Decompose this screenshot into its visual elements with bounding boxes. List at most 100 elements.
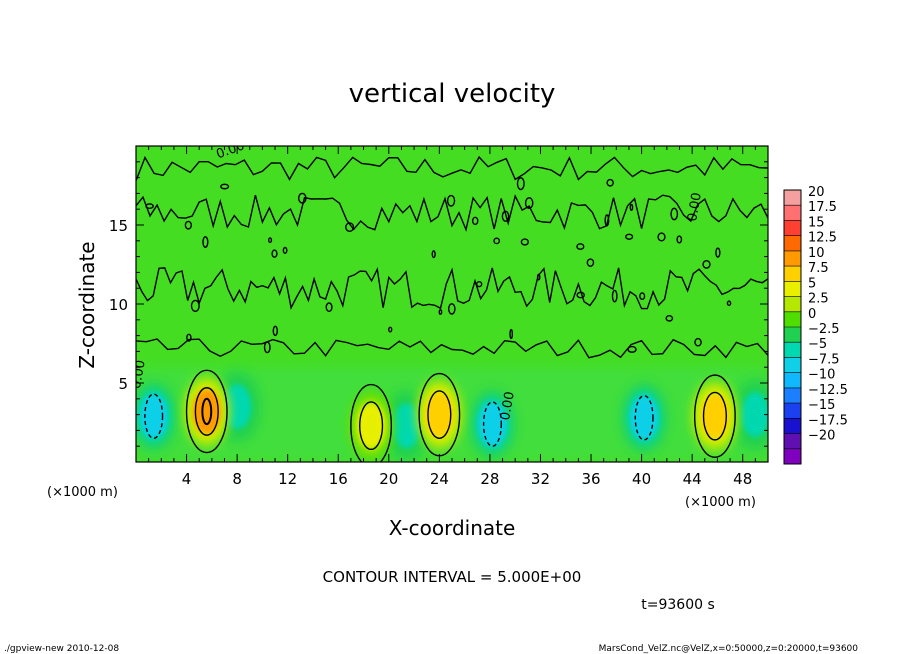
x-axis-label: X-coordinate xyxy=(389,516,516,540)
small-contour-loop xyxy=(639,292,646,301)
colorbar-label: −2.5 xyxy=(808,322,840,337)
small-contour-loop xyxy=(267,237,273,244)
small-contour-loop xyxy=(694,337,702,347)
plot-area: 0.000.000.000.00 4 8 12 16 20 24 28 32 36 40 44 48 … xyxy=(109,145,769,488)
small-contour-loop xyxy=(516,177,525,191)
zero-contour-upper xyxy=(136,155,768,182)
small-contour-loop xyxy=(509,328,514,340)
footer-right: MarsCond_VelZ.nc@VelZ,x=0:50000,z=0:2000… xyxy=(599,644,859,654)
colorbar-label: −12.5 xyxy=(808,383,848,398)
x-tick-label: 20 xyxy=(379,470,398,488)
small-contour-loop xyxy=(220,183,230,190)
colorbar-label: −7.5 xyxy=(808,352,840,367)
colorbar-bin xyxy=(784,266,801,282)
y-tick-label: 15 xyxy=(109,217,128,235)
small-contour-loop xyxy=(431,250,436,259)
small-contour-loop xyxy=(606,178,614,187)
y-tick-label: 10 xyxy=(109,296,128,314)
zero-contour-mid xyxy=(136,194,768,232)
downdraft-4 xyxy=(622,383,667,453)
updraft-contour-inner xyxy=(702,391,727,441)
small-contour-loop xyxy=(271,249,278,258)
x-tick-label: 48 xyxy=(733,470,752,488)
small-contour-loop xyxy=(611,289,618,303)
colorbar-bin xyxy=(784,448,801,464)
small-contour-loop xyxy=(298,192,307,204)
colorbar-label: 2.5 xyxy=(808,292,829,307)
colorbar-label: 10 xyxy=(808,246,825,261)
updraft-0 xyxy=(184,376,229,446)
small-contour-loop xyxy=(520,238,529,246)
small-contour-loop xyxy=(471,216,479,226)
y-axis-label: Z-coordinate xyxy=(75,241,99,368)
x-axis-ticks: 4 8 12 16 20 24 28 32 36 40 44 48 xyxy=(148,146,756,488)
x-tick-label: 36 xyxy=(581,470,600,488)
colorbar-bin xyxy=(784,372,801,388)
small-contour-loop xyxy=(184,220,192,230)
contour-label: 0.00 xyxy=(498,390,518,421)
colorbar-label: 0 xyxy=(808,307,816,322)
colorbar-bin xyxy=(784,357,801,373)
velocity-field xyxy=(136,367,768,462)
small-contour-loop xyxy=(282,246,288,254)
x-tick-label: 32 xyxy=(531,470,550,488)
updraft-contour-outer xyxy=(693,374,736,458)
zero-contour-lower xyxy=(136,266,768,310)
colorbar-bin xyxy=(784,418,801,434)
colorbar-bin xyxy=(784,311,801,327)
x-tick-label: 16 xyxy=(329,470,348,488)
small-contour-loop xyxy=(325,302,333,313)
small-contour-loop xyxy=(145,203,154,210)
small-contour-loop xyxy=(524,197,534,210)
x-tick-label: 8 xyxy=(232,470,242,488)
y-axis-ticks: 5 10 15 xyxy=(109,161,768,447)
downdraft-contour xyxy=(634,394,654,441)
small-contour-loop xyxy=(186,333,192,342)
colorbar-label: 20 xyxy=(808,185,825,200)
x-tick-label: 12 xyxy=(278,470,297,488)
downdraft-0 xyxy=(136,381,176,451)
x-unit-left: (×1000 m) xyxy=(47,485,118,500)
small-contour-loop xyxy=(536,273,541,281)
updraft-contour-outer xyxy=(185,369,228,454)
small-contour-loop xyxy=(676,235,683,244)
small-contour-loop xyxy=(475,280,483,288)
small-contour-loop xyxy=(670,207,679,221)
colorbar-bin xyxy=(784,250,801,267)
small-contour-loop xyxy=(501,210,510,222)
small-contour-loop xyxy=(446,194,456,207)
colorbar-label: 15 xyxy=(808,215,825,230)
colorbar-bin xyxy=(784,403,801,419)
x-tick-label: 24 xyxy=(430,470,449,488)
small-contour-loop xyxy=(629,203,634,211)
small-contour-loop xyxy=(715,247,721,258)
zero-contour-base xyxy=(136,338,768,359)
small-contour-loop xyxy=(493,237,501,245)
contour-label: 0.00 xyxy=(685,191,705,222)
colorbar-bin xyxy=(784,433,801,449)
small-contour-loop xyxy=(345,222,355,233)
colorbar-bin xyxy=(784,205,801,221)
colorbar-label: −17.5 xyxy=(808,413,848,428)
colorbar-label: −20 xyxy=(808,429,835,444)
colorbar-label: 12.5 xyxy=(808,231,837,246)
small-contour-loop xyxy=(448,303,456,315)
colorbar-label: 5 xyxy=(808,276,816,291)
updraft-contour-inner xyxy=(359,401,384,451)
updraft-contour-inner xyxy=(194,387,219,436)
downdraft-3 xyxy=(470,389,515,459)
x-unit-right: (×1000 m) xyxy=(685,495,756,510)
small-contour-loop xyxy=(190,299,200,313)
colorbar-label: 17.5 xyxy=(808,200,837,215)
updraft-contour-outer xyxy=(350,383,393,462)
x-tick-label: 28 xyxy=(480,470,499,488)
colorbar-label: −5 xyxy=(808,337,827,352)
small-contour-loop xyxy=(388,326,393,333)
small-contour-loop xyxy=(576,291,585,299)
small-contour-loop xyxy=(657,232,666,242)
x-tick-label: 40 xyxy=(632,470,651,488)
small-contour-loop xyxy=(272,325,278,337)
small-contour-loop xyxy=(263,341,271,354)
small-contour-loop xyxy=(726,300,732,307)
